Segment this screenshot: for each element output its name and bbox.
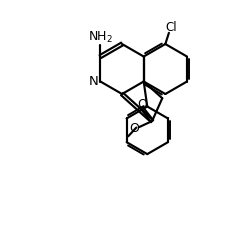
Text: O: O <box>129 122 139 134</box>
Text: N: N <box>89 74 99 88</box>
Text: NH$_2$: NH$_2$ <box>88 30 113 45</box>
Text: Cl: Cl <box>165 21 177 34</box>
Text: O: O <box>137 98 147 111</box>
